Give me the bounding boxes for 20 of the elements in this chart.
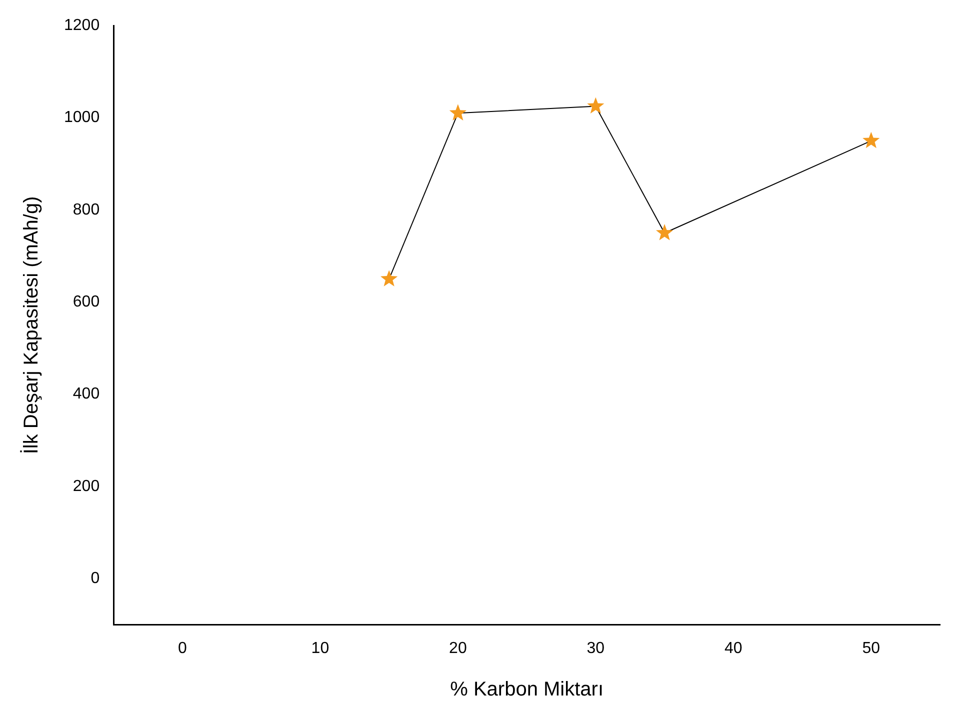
x-tick-label: 40 xyxy=(724,640,742,657)
x-tick-label: 50 xyxy=(862,640,880,657)
point xyxy=(862,132,880,148)
y-axis-title: İlk Deşarj Kapasitesi (mAh/g) xyxy=(20,196,43,454)
y-tick-label: 600 xyxy=(72,294,100,311)
point xyxy=(449,104,466,120)
y-tick-label: 1000 xyxy=(64,109,100,126)
y-tick-label: 0 xyxy=(90,570,100,588)
point xyxy=(380,270,398,286)
y-tick-label: 1200 xyxy=(64,17,100,34)
y-tick-label: 400 xyxy=(72,386,100,403)
x-tick-label: 0 xyxy=(178,640,188,657)
y-tick-label: 200 xyxy=(72,478,100,495)
point xyxy=(587,97,604,114)
x-tick-label: 10 xyxy=(311,640,330,657)
x-tick-label: 20 xyxy=(449,640,467,657)
x-tick-label: 30 xyxy=(586,640,605,657)
point xyxy=(656,224,674,240)
x-axis-title: % Karbon Miktarı xyxy=(450,678,604,701)
y-tick-label: 800 xyxy=(72,201,100,218)
